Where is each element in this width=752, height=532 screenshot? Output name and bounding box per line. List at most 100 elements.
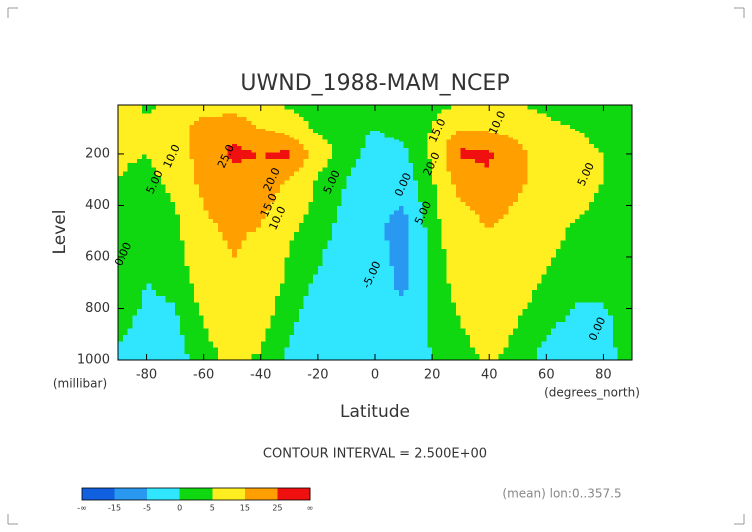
- field-cell: [379, 347, 386, 355]
- field-cell: [455, 179, 462, 185]
- field-cell: [184, 205, 190, 211]
- field-cell: [408, 218, 414, 224]
- field-cell: [260, 205, 267, 211]
- field-cell: [555, 147, 562, 151]
- field-cell: [465, 175, 471, 181]
- field-cell: [441, 147, 447, 151]
- field-cell: [175, 201, 181, 207]
- field-cell: [460, 289, 467, 297]
- field-cell: [284, 171, 290, 177]
- field-cell: [289, 231, 295, 241]
- field-cell: [298, 334, 305, 342]
- field-cell: [403, 149, 409, 153]
- field-cell: [313, 141, 319, 144]
- field-cell: [413, 136, 419, 140]
- field-cell: [432, 143, 438, 146]
- field-cell: [122, 214, 129, 219]
- field-cell: [474, 327, 481, 335]
- field-cell: [346, 130, 352, 134]
- field-cell: [370, 321, 376, 329]
- field-cell: [170, 134, 176, 138]
- field-cell: [555, 327, 562, 335]
- field-cell: [241, 282, 248, 290]
- field-cell: [570, 265, 576, 275]
- field-cell: [408, 353, 414, 361]
- field-cell: [617, 196, 624, 202]
- field-cell: [208, 327, 214, 335]
- field-cell: [184, 188, 190, 194]
- field-cell: [451, 134, 457, 138]
- field-cell: [455, 327, 462, 335]
- field-cell: [365, 321, 371, 329]
- field-cell: [389, 134, 395, 138]
- field-cell: [203, 347, 210, 355]
- field-cell: [436, 166, 443, 172]
- field-cell: [546, 143, 552, 146]
- field-cell: [217, 145, 224, 149]
- field-cell: [284, 274, 290, 284]
- field-cell: [308, 183, 314, 189]
- field-cell: [122, 130, 129, 134]
- field-cell: [236, 136, 243, 140]
- field-cell: [217, 171, 224, 177]
- field-cell: [189, 158, 195, 164]
- field-cell: [232, 222, 238, 228]
- field-cell: [294, 314, 300, 322]
- field-cell: [203, 145, 210, 149]
- field-cell: [498, 201, 505, 207]
- field-cell: [508, 209, 514, 215]
- field-cell: [141, 302, 148, 310]
- field-cell: [170, 196, 176, 202]
- field-cell: [422, 162, 428, 168]
- field-cell: [560, 295, 566, 303]
- field-cell: [622, 274, 628, 284]
- field-cell: [270, 347, 276, 355]
- field-cell: [379, 314, 386, 322]
- field-cell: [375, 321, 381, 329]
- field-cell: [579, 145, 586, 149]
- field-cell: [608, 295, 614, 303]
- field-cell: [118, 175, 124, 181]
- field-cell: [584, 239, 590, 249]
- field-cell: [217, 192, 224, 198]
- field-cell: [303, 145, 309, 149]
- field-cell: [189, 353, 195, 361]
- field-cell: [241, 130, 248, 134]
- field-cell: [436, 132, 443, 136]
- field-cell: [308, 128, 314, 131]
- field-cell: [555, 308, 562, 316]
- field-cell: [365, 201, 371, 207]
- field-cell: [546, 192, 552, 198]
- field-cell: [165, 141, 171, 144]
- field-cell: [427, 188, 433, 194]
- field-cell: [474, 231, 481, 241]
- field-cell: [394, 171, 400, 177]
- field-cell: [389, 347, 395, 355]
- field-cell: [122, 153, 129, 159]
- field-cell: [146, 183, 152, 189]
- field-cell: [165, 239, 171, 249]
- field-cell: [536, 205, 543, 211]
- field-cell: [470, 149, 476, 153]
- field-cell: [432, 179, 438, 185]
- field-cell: [536, 218, 543, 224]
- field-cell: [332, 188, 338, 194]
- field-cell: [627, 321, 633, 329]
- field-cell: [403, 132, 409, 136]
- field-cell: [408, 201, 414, 207]
- field-cell: [551, 162, 557, 168]
- field-cell: [332, 128, 338, 131]
- field-cell: [498, 314, 505, 322]
- field-cell: [608, 256, 614, 267]
- field-cell: [146, 192, 152, 198]
- field-cell: [541, 226, 547, 232]
- field-cell: [198, 143, 205, 146]
- field-cell: [189, 151, 195, 155]
- field-cell: [284, 158, 290, 164]
- field-cell: [403, 175, 409, 181]
- field-cell: [127, 183, 133, 189]
- field-cell: [151, 132, 157, 136]
- field-cell: [279, 175, 286, 181]
- field-cell: [256, 151, 262, 155]
- field-cell: [593, 147, 600, 151]
